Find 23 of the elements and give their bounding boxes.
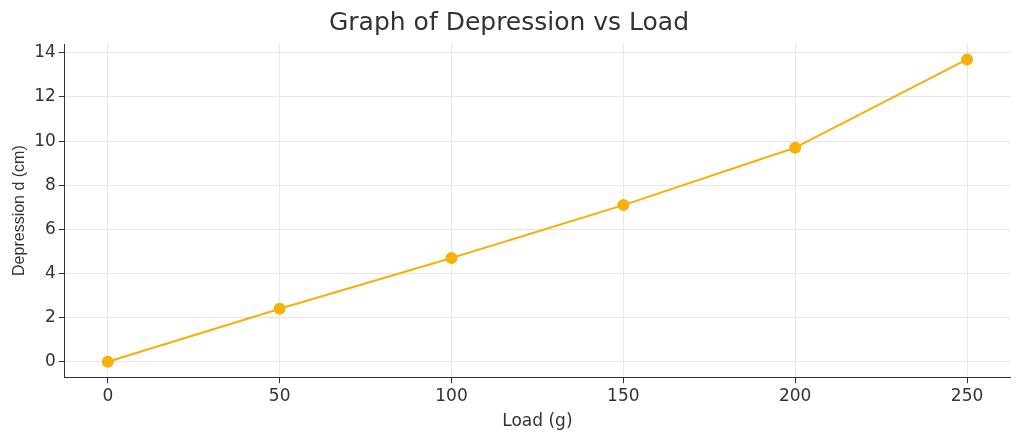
x-tick-label: 150: [607, 384, 640, 405]
y-tick-label: 12: [34, 85, 56, 106]
y-tick-label: 2: [45, 306, 56, 327]
y-axis-title: Depression d (cm): [10, 145, 28, 276]
x-tick-label: 0: [102, 384, 114, 405]
y-tick-label: 8: [45, 173, 56, 194]
y-tick-label: 0: [45, 350, 56, 371]
x-tick-label: 50: [268, 384, 291, 405]
point: [789, 141, 802, 154]
x-axis-title: Load (g): [502, 410, 573, 431]
point: [273, 302, 286, 315]
y-tick-label: 4: [45, 261, 56, 282]
chart-title: Graph of Depression vs Load: [328, 6, 690, 36]
point: [445, 252, 458, 265]
x-tick-label: 100: [435, 384, 468, 405]
x-tick-label: 200: [778, 384, 812, 405]
point: [961, 53, 974, 66]
point: [617, 199, 630, 212]
y-tick-label: 10: [34, 129, 56, 150]
y-tick-label: 14: [34, 41, 56, 62]
x-tick-label: 250: [950, 384, 984, 405]
point: [101, 355, 114, 368]
y-tick-label: 6: [45, 217, 56, 238]
